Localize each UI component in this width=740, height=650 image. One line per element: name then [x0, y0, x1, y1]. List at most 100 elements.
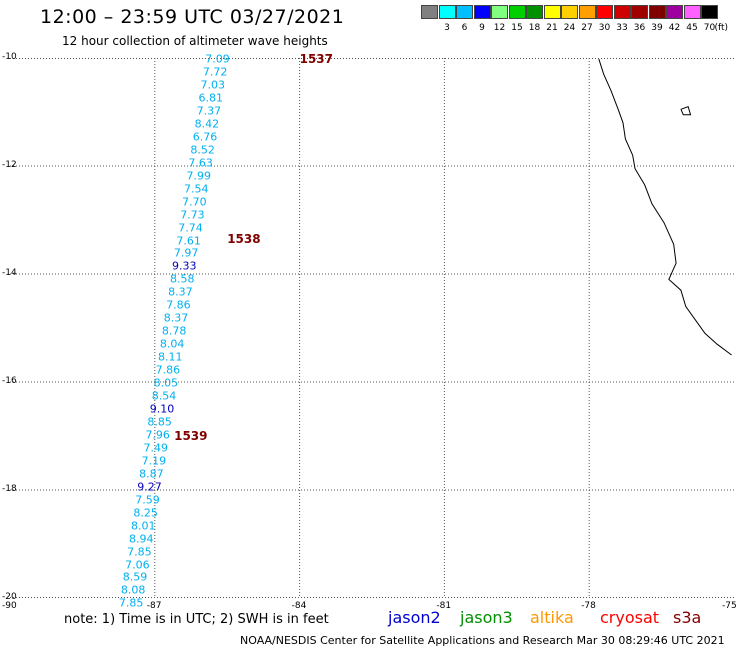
- satellite-name: altika: [530, 608, 574, 627]
- wave-height-label: 8.37: [168, 285, 193, 299]
- legend-swatch: [421, 5, 438, 19]
- note-text: note: 1) Time is in UTC; 2) SWH is in fe…: [64, 612, 329, 627]
- x-tick-label: -78: [581, 601, 596, 611]
- legend-swatch: [456, 5, 473, 19]
- wave-height-label: 8.85: [147, 415, 172, 429]
- legend-swatch: [578, 5, 596, 19]
- x-tick-label: -81: [436, 601, 452, 611]
- legend-swatch: [508, 5, 526, 19]
- wave-height-label: 8.78: [161, 324, 187, 338]
- legend-swatch: [438, 5, 456, 19]
- legend-label: 30: [598, 23, 611, 33]
- legend-label: 45: [686, 23, 698, 33]
- wave-height-label: 7.61: [176, 234, 201, 248]
- y-tick-label: -16: [2, 376, 17, 386]
- wave-height-label: 7.70: [182, 195, 207, 209]
- legend-label: 21: [546, 23, 558, 33]
- legend-swatch: [631, 5, 648, 19]
- legend-label: 42: [668, 23, 681, 33]
- satellite-name: jason2: [388, 608, 441, 627]
- legend-label: 33: [616, 23, 628, 33]
- coastline: [598, 58, 732, 356]
- wave-height-label: 8.05: [153, 376, 179, 390]
- wave-height-label: 8.87: [139, 467, 164, 481]
- orbit-revolution-label: 1538: [227, 231, 261, 246]
- y-tick-label: -14: [2, 268, 17, 278]
- y-tick-label: -12: [2, 160, 17, 170]
- wave-height-label: 7.59: [135, 493, 160, 507]
- wave-height-label: 7.86: [155, 363, 181, 377]
- x-tick-label: -90: [2, 601, 17, 611]
- wave-height-label: 7.19: [141, 454, 167, 468]
- legend-label: 12: [493, 23, 506, 33]
- wave-height-label: 6.81: [198, 91, 224, 105]
- wave-height-label: 7.49: [143, 441, 169, 455]
- wave-height-label: 8.94: [129, 532, 154, 546]
- wave-height-label: 9.27: [137, 480, 162, 494]
- wave-height-label: 8.54: [151, 389, 177, 403]
- footer-credit: NOAA/NESDIS Center for Satellite Applica…: [240, 634, 725, 647]
- satellite-name: s3a: [673, 608, 702, 627]
- map-canvas: [10, 58, 734, 598]
- legend-swatch: [491, 5, 508, 19]
- wave-height-label: 7.54: [184, 182, 209, 196]
- legend-swatch: [648, 5, 666, 19]
- orbit-revolution-label: 1539: [174, 429, 208, 443]
- wave-height-label: 8.52: [190, 143, 215, 157]
- wave-height-label: 7.09: [205, 52, 230, 66]
- orbit-revolution-label: 1537: [299, 52, 333, 67]
- y-tick-label: -10: [2, 52, 17, 62]
- page-title: 12:00 – 23:59 UTC 03/27/2021: [40, 6, 345, 28]
- wave-height-label: 7.06: [125, 558, 150, 572]
- wave-height-label: 7.96: [145, 428, 170, 442]
- y-tick-label: -20: [2, 592, 17, 602]
- x-tick-label: -75: [722, 601, 737, 611]
- y-tick-label: -18: [2, 484, 17, 494]
- wave-height-label: 8.08: [120, 583, 146, 597]
- legend-label: 27: [581, 23, 593, 33]
- legend-label: 6: [461, 23, 468, 33]
- wave-height-label: 7.63: [188, 156, 213, 170]
- legend-swatch: [596, 5, 613, 19]
- legend-swatch: [561, 5, 578, 19]
- wave-height-label: 8.42: [194, 117, 220, 131]
- wave-height-label: 8.37: [163, 311, 189, 325]
- legend-swatch: [666, 5, 683, 19]
- map-panel: [10, 58, 734, 598]
- satellite-name: jason3: [460, 608, 513, 627]
- wave-height-label: 7.74: [178, 221, 203, 235]
- legend-swatch: [701, 5, 718, 19]
- wave-height-label: 7.73: [180, 208, 205, 222]
- legend-swatch: [683, 5, 701, 19]
- wave-height-label: 7.37: [196, 104, 222, 118]
- legend-label: 70: [703, 23, 716, 33]
- legend-label: 36: [633, 23, 646, 33]
- wave-height-label: 7.99: [186, 169, 211, 183]
- satellite-name: cryosat: [600, 608, 660, 627]
- wave-height-label: 9.33: [171, 259, 197, 273]
- wave-height-label: 7.86: [166, 298, 191, 312]
- legend-label: 3: [444, 23, 450, 33]
- x-tick-label: -84: [291, 601, 307, 611]
- legend-swatch: [543, 5, 561, 19]
- wave-height-label: 7.85: [118, 596, 144, 610]
- wave-height-label: 6.76: [192, 130, 218, 144]
- wave-height-label: 9.10: [149, 402, 175, 416]
- legend-swatch: [613, 5, 631, 19]
- island-outline: [680, 105, 692, 116]
- wave-height-label: 7.03: [200, 78, 225, 92]
- legend-swatch: [526, 5, 543, 19]
- legend-label: 15: [511, 23, 523, 33]
- wave-height-label: 8.59: [122, 570, 148, 584]
- wave-height-label: 7.97: [173, 246, 199, 260]
- legend-label: 39: [651, 23, 663, 33]
- wave-height-label: 8.04: [159, 337, 185, 351]
- wave-height-label: 8.58: [170, 272, 195, 286]
- wave-height-label: 8.11: [157, 350, 183, 364]
- wave-height-label: 7.72: [202, 65, 228, 79]
- wave-height-label: 7.85: [127, 545, 152, 559]
- page-subtitle: 12 hour collection of altimeter wave hei…: [62, 34, 328, 48]
- legend-label: 9: [479, 23, 485, 33]
- legend-label: 24: [563, 23, 576, 33]
- legend-unit: (ft): [714, 23, 729, 33]
